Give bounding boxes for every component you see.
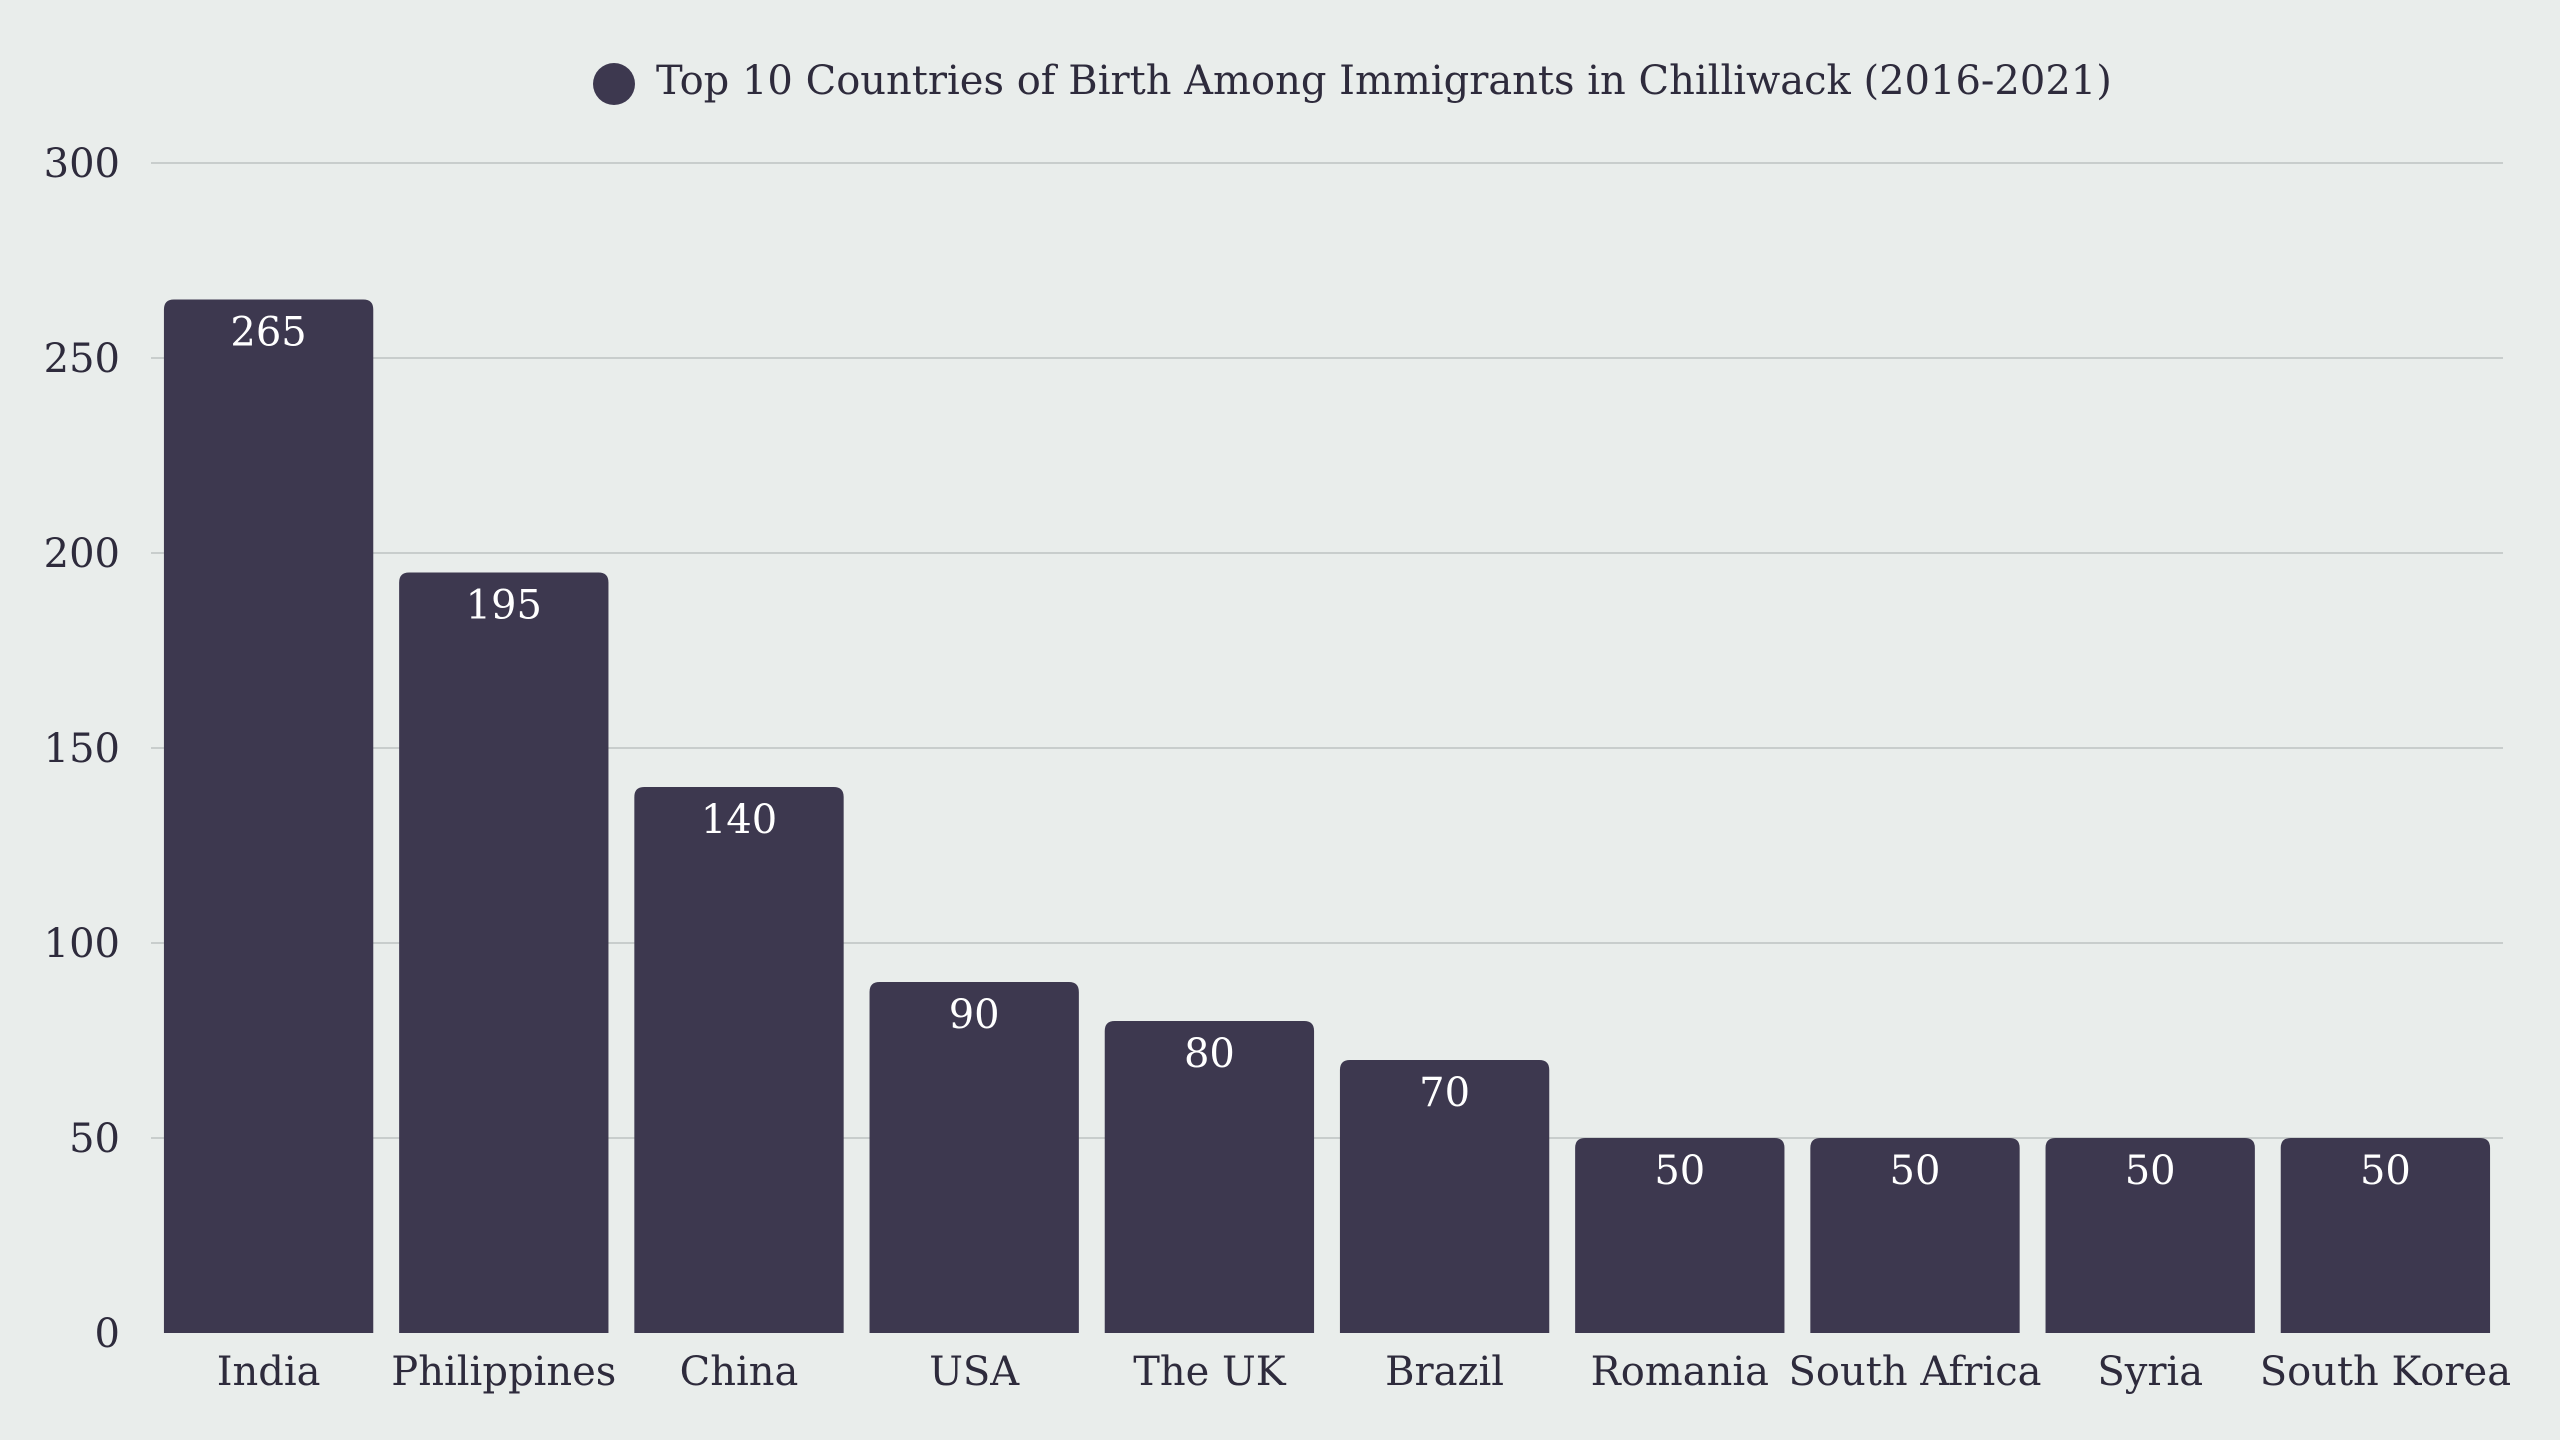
bar-value-label: 70 <box>1419 1070 1470 1116</box>
x-tick-label: India <box>217 1349 321 1395</box>
y-tick-label: 50 <box>69 1116 120 1162</box>
x-tick-label: South Africa <box>1789 1349 2042 1395</box>
y-tick-label: 100 <box>44 921 120 967</box>
y-tick-label: 200 <box>44 531 120 577</box>
x-tick-label: China <box>680 1349 799 1395</box>
bar-value-label: 50 <box>1890 1148 1941 1194</box>
x-tick-label: Philippines <box>391 1349 616 1395</box>
x-tick-label: The UK <box>1133 1349 1287 1395</box>
bar-value-label: 50 <box>2360 1148 2411 1194</box>
bar-syria <box>2045 1138 2255 1333</box>
bar-south-africa <box>1810 1138 2020 1333</box>
x-tick-label: USA <box>929 1349 1020 1395</box>
bar-value-label: 195 <box>466 583 542 629</box>
bar-the-uk <box>1104 1021 1315 1333</box>
bar-value-label: 50 <box>2125 1148 2176 1194</box>
bar-value-label: 265 <box>230 310 306 356</box>
legend-label: Top 10 Countries of Birth Among Immigran… <box>656 58 2112 104</box>
y-tick-label: 0 <box>95 1311 120 1357</box>
bars <box>163 299 2491 1333</box>
bar-romania <box>1575 1138 1785 1333</box>
bar-value-label: 90 <box>949 992 1000 1038</box>
y-tick-label: 300 <box>44 141 120 187</box>
bar-china <box>634 787 844 1333</box>
bar-value-label: 80 <box>1184 1031 1235 1077</box>
y-axis-ticks: 0 50 100 150 200 250 300 <box>44 141 120 1357</box>
legend: Top 10 Countries of Birth Among Immigran… <box>593 58 2112 105</box>
y-tick-label: 150 <box>44 726 120 772</box>
bar-value-labels: 265 195 140 90 80 70 50 50 50 50 <box>230 310 2410 1195</box>
bar-value-label: 140 <box>701 797 777 843</box>
x-tick-label: Romania <box>1591 1349 1769 1395</box>
x-axis-ticks: India Philippines China USA The UK Brazil Roma… <box>217 1349 2511 1395</box>
bar-south-korea <box>2280 1138 2491 1333</box>
legend-swatch <box>593 63 635 105</box>
bar-value-label: 50 <box>1654 1148 1705 1194</box>
bar-philippines <box>399 572 609 1333</box>
bar-usa <box>869 982 1079 1333</box>
bar-brazil <box>1339 1060 1550 1333</box>
x-tick-label: Syria <box>2097 1349 2203 1395</box>
bar-india <box>163 299 374 1333</box>
x-tick-label: South Korea <box>2260 1349 2511 1395</box>
x-tick-label: Brazil <box>1385 1349 1504 1395</box>
y-tick-label: 250 <box>44 336 120 382</box>
